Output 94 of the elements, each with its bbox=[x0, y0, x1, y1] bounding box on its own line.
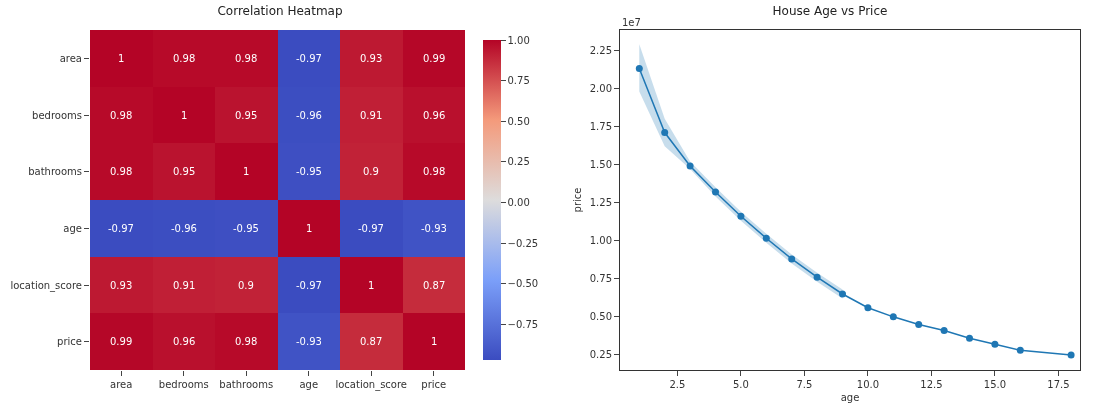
x-tick-label: 12.5 bbox=[920, 379, 943, 390]
y-tick-label: bedrooms bbox=[32, 109, 82, 121]
color-bar-label: 1.00 bbox=[507, 34, 530, 46]
chart-title: Correlation Heatmap bbox=[217, 3, 343, 18]
y-tick-label: 1.50 bbox=[589, 159, 612, 171]
data-label: 0.93 bbox=[360, 53, 383, 64]
point bbox=[712, 188, 720, 196]
y-tick-label: 1.25 bbox=[589, 197, 612, 209]
point bbox=[1067, 351, 1075, 359]
point bbox=[915, 320, 923, 328]
data-label: 0.96 bbox=[173, 336, 196, 347]
data-label: 1 bbox=[431, 336, 438, 347]
x-tick-label: 7.5 bbox=[796, 379, 813, 390]
data-label: 0.9 bbox=[238, 280, 254, 291]
data-label: 0.95 bbox=[235, 110, 258, 121]
data-label: 0.91 bbox=[173, 280, 196, 291]
x-tick-label: location_score bbox=[335, 379, 408, 391]
data-label: 0.87 bbox=[423, 280, 446, 291]
data-label: -0.96 bbox=[171, 223, 197, 234]
point bbox=[737, 212, 745, 220]
y-tick-label: area bbox=[59, 52, 82, 64]
point bbox=[839, 290, 847, 298]
color-bar-label: −0.75 bbox=[507, 318, 539, 330]
y-tick-label: 2.25 bbox=[589, 44, 612, 56]
y-tick-label: 0.25 bbox=[589, 349, 612, 361]
data-label: -0.93 bbox=[421, 223, 447, 234]
data-label: 1 bbox=[181, 110, 188, 121]
point bbox=[991, 340, 999, 348]
data-label: 0.99 bbox=[110, 336, 133, 347]
data-label: 0.98 bbox=[110, 110, 133, 121]
data-label: 0.95 bbox=[173, 166, 196, 177]
color-bar-label: 0.75 bbox=[507, 75, 530, 87]
color-bar-label: 0.50 bbox=[507, 115, 530, 127]
data-label: 1 bbox=[243, 166, 250, 177]
data-label: 0.9 bbox=[363, 166, 379, 177]
text: 1e7 bbox=[622, 17, 641, 28]
data-label: 1 bbox=[368, 280, 375, 291]
color-bar-label: 0.00 bbox=[507, 196, 530, 208]
y-tick-label: 0.50 bbox=[589, 311, 612, 323]
data-label: -0.97 bbox=[296, 53, 322, 64]
x-tick-label: 5.0 bbox=[732, 379, 749, 390]
x-tick-label: area bbox=[110, 379, 133, 390]
data-label: 0.96 bbox=[423, 110, 446, 121]
point bbox=[889, 313, 897, 321]
x-tick-label: bedrooms bbox=[158, 379, 209, 390]
data-label: -0.93 bbox=[296, 336, 322, 347]
x-tick-label: 2.5 bbox=[669, 379, 686, 390]
data-label: 0.87 bbox=[360, 336, 383, 347]
data-label: 0.98 bbox=[423, 166, 446, 177]
color-bar-label: 0.25 bbox=[507, 156, 530, 168]
y-tick-label: 1.75 bbox=[589, 120, 612, 132]
color-bar-label: −0.50 bbox=[507, 278, 539, 290]
point bbox=[686, 162, 694, 170]
x-tick-label: price bbox=[421, 379, 447, 390]
data-label: 0.91 bbox=[360, 110, 383, 121]
data-label: 0.98 bbox=[110, 166, 133, 177]
data-label: 0.99 bbox=[423, 53, 446, 64]
x-tick-label: bathrooms bbox=[219, 379, 274, 390]
point bbox=[635, 65, 643, 73]
data-label: -0.95 bbox=[233, 223, 259, 234]
data-label: -0.97 bbox=[358, 223, 384, 234]
data-label: 1 bbox=[306, 223, 313, 234]
data-label: 0.98 bbox=[173, 53, 196, 64]
data-label: -0.95 bbox=[296, 166, 322, 177]
y-tick-label: bathrooms bbox=[28, 166, 82, 178]
x-axis-title: age bbox=[840, 391, 860, 403]
point bbox=[864, 304, 872, 312]
y-tick-label: 1.00 bbox=[589, 235, 612, 247]
y-tick-label: 2.00 bbox=[589, 82, 612, 94]
point bbox=[788, 255, 796, 263]
y-tick-label: 0.75 bbox=[589, 273, 612, 285]
point bbox=[661, 129, 669, 137]
x-tick-label: 17.5 bbox=[1047, 379, 1070, 390]
data-label: 0.93 bbox=[110, 280, 133, 291]
point bbox=[966, 334, 974, 342]
y-tick-label: price bbox=[57, 336, 82, 348]
y-tick-label: location_score bbox=[10, 279, 82, 292]
x-tick-label: age bbox=[299, 379, 319, 390]
x-tick-label: 15.0 bbox=[983, 379, 1007, 390]
data-label: 0.98 bbox=[235, 336, 258, 347]
chart-title: House Age vs Price bbox=[772, 3, 888, 18]
color-bar-label: −0.25 bbox=[507, 237, 539, 249]
point bbox=[762, 234, 770, 242]
y-tick-label: age bbox=[63, 222, 82, 234]
x-tick-label: 10.0 bbox=[856, 379, 880, 390]
point bbox=[813, 273, 821, 281]
data-label: 0.98 bbox=[235, 53, 258, 64]
data-label: 1 bbox=[118, 53, 125, 64]
data-label: -0.97 bbox=[296, 280, 322, 291]
data-label: -0.96 bbox=[296, 110, 322, 121]
y-axis-title: price bbox=[571, 187, 583, 213]
data-label: -0.97 bbox=[108, 223, 134, 234]
point bbox=[1016, 346, 1024, 354]
point bbox=[940, 327, 948, 335]
